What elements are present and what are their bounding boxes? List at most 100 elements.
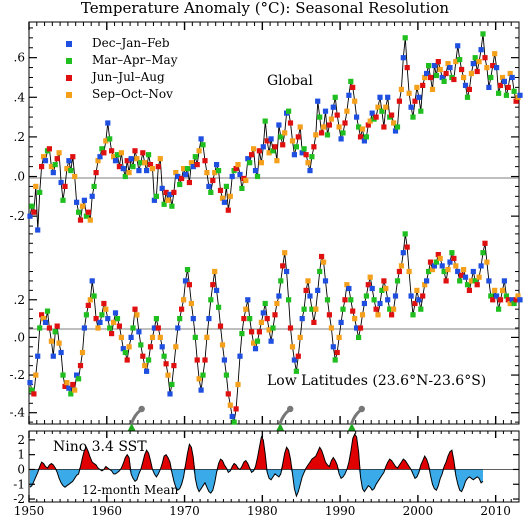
global-season-point	[328, 116, 334, 122]
nino-y-tick-label: 1	[17, 448, 25, 462]
y-tick-label: .4	[14, 90, 26, 104]
global-season-point	[243, 177, 249, 184]
low-latitudes-season-point	[322, 278, 329, 284]
global-season-point	[486, 84, 492, 90]
global-season-point	[455, 43, 461, 49]
global-season-point	[414, 84, 420, 90]
low-latitudes-season-point	[435, 252, 441, 258]
global-season-point	[89, 193, 95, 199]
low-latitudes-season-point	[424, 278, 430, 284]
global-season-point	[149, 166, 156, 172]
low-latitudes-season-point	[48, 338, 54, 344]
global-season-point	[95, 158, 101, 164]
low-latitudes-season-point	[42, 319, 49, 325]
low-latitudes-season-point	[350, 308, 356, 314]
global-season-point	[221, 199, 227, 205]
low-latitudes-season-point	[363, 293, 369, 299]
global-season-point	[58, 179, 64, 186]
low-latitudes-season-point	[480, 250, 486, 256]
low-latitudes-season-point	[233, 406, 239, 412]
low-latitudes-season-point	[254, 338, 261, 344]
low-latitudes-season-point	[461, 267, 467, 273]
low-latitudes-season-point	[488, 293, 494, 299]
low-latitudes-season-point	[243, 306, 249, 312]
low-latitudes-season-point	[118, 334, 124, 340]
low-latitudes-season-point	[41, 316, 47, 322]
global-season-point	[227, 193, 233, 199]
global-y-axis: .6 .4 .2 .0 -.2	[9, 27, 519, 227]
global-season-point	[169, 203, 175, 209]
low-latitudes-season-point	[64, 380, 70, 386]
low-latitudes-season-point	[321, 259, 327, 265]
global-season-point	[256, 148, 262, 154]
nino-y-tick-label: -2	[13, 492, 25, 506]
global-season-point	[103, 138, 109, 144]
low-latitudes-season-point	[134, 312, 140, 318]
global-season-point	[29, 203, 35, 209]
low-latitudes-season-point	[385, 297, 391, 303]
low-latitudes-season-point	[116, 323, 122, 329]
low-latitudes-season-point	[503, 293, 509, 299]
x-tick-label: 1990	[325, 504, 356, 518]
global-season-point	[416, 94, 422, 100]
low-latitudes-season-point	[389, 312, 395, 318]
low-latitudes-season-point	[138, 342, 144, 348]
low-latitudes-season-point	[93, 316, 99, 322]
low-latitudes-season-point	[196, 376, 202, 382]
global-season-point	[391, 120, 397, 126]
global-season-point	[235, 162, 241, 168]
low-latitudes-season-point	[247, 316, 253, 322]
low-latitudes-season-point	[332, 357, 338, 363]
global-season-point	[282, 130, 288, 136]
low-latitudes-season-point	[315, 287, 321, 293]
low-latitudes-season-point	[517, 297, 523, 303]
low-latitudes-season-point	[58, 349, 64, 356]
low-latitudes-season-point	[418, 306, 424, 312]
low-latitudes-season-point	[206, 316, 212, 322]
global-season-point	[350, 84, 356, 90]
global-panel-label: Global	[267, 73, 313, 89]
global-season-point	[369, 110, 375, 116]
global-season-point	[186, 179, 192, 186]
low-latitudes-season-point	[27, 380, 33, 386]
low-latitudes-season-point	[334, 349, 340, 356]
low-latitudes-season-point	[274, 300, 280, 307]
global-season-point	[66, 158, 72, 164]
low-latitudes-season-point	[72, 387, 78, 393]
global-season-point	[342, 120, 348, 126]
global-season-point	[212, 170, 218, 176]
global-season-point	[268, 136, 274, 142]
low-latitudes-panel-label: Low Latitudes (23.6°N-23.6°S)	[267, 373, 486, 389]
global-season-point	[54, 156, 60, 162]
low-latitudes-season-point	[83, 312, 89, 318]
global-season-point	[408, 104, 414, 110]
low-latitudes-season-point	[245, 297, 251, 303]
low-latitudes-season-point	[404, 244, 410, 250]
low-latitudes-season-point	[340, 306, 346, 312]
low-latitudes-season-point	[120, 346, 126, 352]
low-latitudes-season-point	[462, 274, 469, 280]
global-season-point	[311, 144, 317, 150]
low-latitudes-season-point	[338, 319, 344, 325]
global-season-point	[313, 132, 319, 138]
low-latitudes-season-point	[490, 297, 496, 303]
low-latitudes-season-point	[210, 282, 216, 288]
global-series	[27, 31, 523, 233]
global-season-point	[443, 70, 449, 77]
low-latitudes-season-point	[439, 263, 445, 269]
global-season-point	[41, 154, 47, 160]
global-season-point	[402, 35, 408, 41]
low-latitudes-season-point	[346, 285, 352, 292]
low-latitudes-season-point	[202, 357, 208, 363]
global-season-point	[505, 84, 511, 90]
global-season-point	[46, 146, 52, 152]
global-season-point	[352, 98, 358, 104]
low-latitudes-season-point	[105, 316, 111, 322]
low-latitudes-season-point	[496, 306, 502, 312]
low-latitudes-season-point	[91, 293, 97, 299]
global-season-point	[258, 160, 264, 166]
low-latitudes-season-point	[497, 297, 504, 303]
global-season-point	[365, 122, 371, 128]
global-season-point	[192, 154, 198, 160]
low-latitudes-season-point	[140, 353, 146, 359]
